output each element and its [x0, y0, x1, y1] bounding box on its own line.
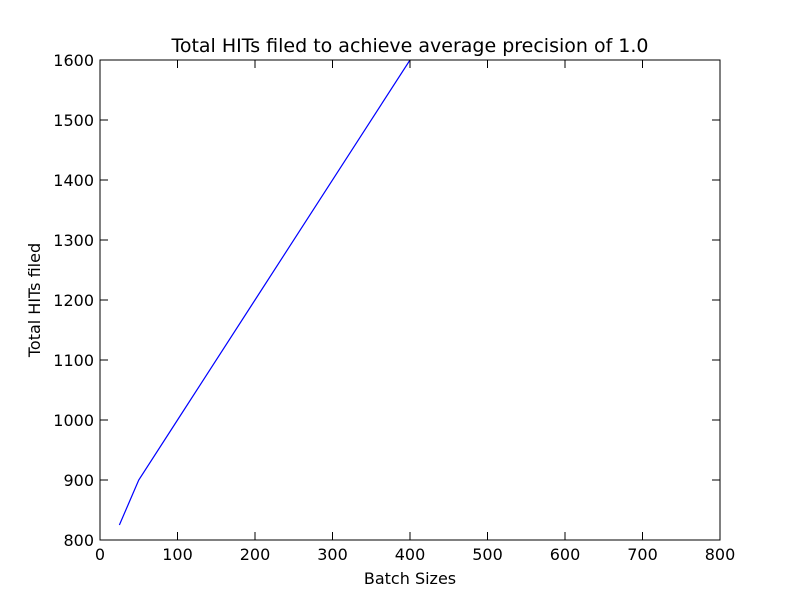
plot-area: 0 100 200 300 400 500 600 700 800 800 900 1000 1100 1… — [53, 51, 735, 564]
x-tick-label: 400 — [395, 545, 426, 564]
x-tick-label: 700 — [627, 545, 658, 564]
x-tick-label: 500 — [472, 545, 503, 564]
chart-title: Total HITs filed to achieve average prec… — [170, 35, 648, 57]
y-tick-label: 800 — [63, 531, 94, 550]
x-tick-label: 100 — [162, 545, 193, 564]
y-tick-label: 1000 — [53, 411, 94, 430]
y-tick-label: 1500 — [53, 111, 94, 130]
x-tick-label: 600 — [550, 545, 581, 564]
x-tick-label: 300 — [317, 545, 348, 564]
x-tick-label: 800 — [705, 545, 736, 564]
y-tick-label: 1600 — [53, 51, 94, 70]
axes-frame — [99, 59, 721, 541]
x-axis-title: Batch Sizes — [364, 569, 456, 588]
y-tick-label: 1300 — [53, 231, 94, 250]
y-tick-label: 1400 — [53, 171, 94, 190]
x-tick-label: 200 — [240, 545, 271, 564]
x-tick-label: 0 — [95, 545, 105, 564]
y-axis-title: Total HITs filed — [25, 243, 44, 358]
y-tick-label: 1200 — [53, 291, 94, 310]
y-tick-label: 1100 — [53, 351, 94, 370]
y-tick-label: 900 — [63, 471, 94, 490]
series-line-0 — [118, 60, 411, 526]
